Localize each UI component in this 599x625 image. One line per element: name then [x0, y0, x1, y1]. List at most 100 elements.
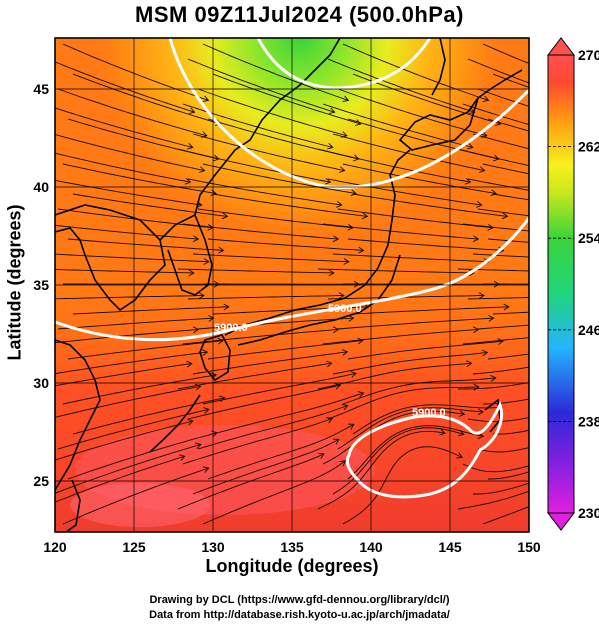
credit-data: Data from http://database.rish.kyoto-u.a… [149, 609, 450, 621]
streamline [72, 397, 225, 435]
streamline [192, 351, 348, 375]
streamline [55, 107, 193, 148]
streamline [55, 295, 205, 300]
x-axis-label: Longitude (degrees) [205, 556, 379, 576]
streamline-arrowhead [358, 246, 365, 254]
coast-honshu-south [237, 254, 401, 346]
streamline [197, 317, 354, 330]
y-tick-label: 30 [33, 375, 49, 391]
streamline-arrowhead [208, 315, 215, 322]
streamline [477, 447, 529, 453]
streamline [317, 268, 474, 274]
streamline [197, 88, 347, 137]
streamline [487, 238, 529, 243]
streamline [192, 253, 349, 263]
streamline-arrowhead [188, 107, 196, 115]
streamline [352, 193, 508, 217]
streamline [202, 43, 349, 101]
streamline [342, 446, 463, 525]
streamline-arrowhead [328, 107, 336, 115]
streamline [202, 460, 346, 525]
streamline [55, 134, 205, 172]
colorbar-tick-label: 230 [578, 505, 599, 521]
streamline-arrowhead [338, 292, 345, 299]
streamline-arrowhead [503, 303, 510, 311]
streamline [322, 223, 479, 240]
streamline [72, 73, 221, 125]
streamline-arrowhead [464, 177, 472, 185]
streamline [472, 366, 529, 375]
streamline [457, 490, 529, 510]
streamline [212, 193, 368, 217]
coast-taiwan [65, 479, 81, 532]
streamline-arrowhead [223, 303, 230, 311]
streamline [458, 382, 529, 390]
streamline-arrowhead [203, 407, 210, 414]
y-axis-ticks: 25 30 35 40 45 [33, 81, 49, 489]
streamline-arrowhead [347, 223, 354, 231]
contour-5900-main [55, 217, 529, 342]
streamline [347, 340, 503, 360]
streamline [487, 118, 529, 132]
streamline-arrowhead [472, 235, 480, 243]
colorbar-tick-label: 246 [578, 322, 599, 338]
streamline [472, 133, 529, 150]
streamline-arrowhead [487, 223, 494, 231]
streamline-arrowhead [184, 177, 192, 185]
x-tick-label: 140 [359, 539, 383, 555]
streamline-arrowhead [490, 189, 497, 197]
x-axis-ticks: 120 125 130 135 140 145 150 [43, 539, 541, 555]
streamline [322, 410, 465, 465]
streamline-arrowhead [326, 417, 334, 424]
streamline-arrowhead [347, 423, 355, 430]
streamline [67, 238, 224, 251]
streamline-arrowhead [357, 391, 365, 398]
streamline [482, 43, 529, 64]
colorbar-tick-label: 238 [578, 413, 599, 429]
streamline [487, 353, 529, 360]
streamline [182, 328, 339, 345]
contour-label: 5900.0 [412, 407, 446, 419]
streamline-arrowhead [187, 418, 194, 426]
streamline [207, 238, 364, 251]
streamline [467, 297, 529, 300]
streamline [192, 133, 345, 172]
coastlines [55, 38, 523, 532]
streamline-arrowhead [472, 326, 480, 334]
streamline-arrowhead [482, 95, 490, 103]
streamline [462, 337, 529, 345]
streamline-arrowhead [217, 337, 224, 345]
x-tick-label: 145 [438, 539, 462, 555]
streamline [67, 432, 218, 480]
coast-china-south [55, 339, 101, 491]
streamline-arrowhead [481, 349, 489, 357]
streamline [55, 385, 201, 418]
credit-dcl: Drawing by DCL (https://www.gfd-dennou.o… [149, 594, 450, 606]
map-frame [54, 37, 530, 533]
coast-honshu [224, 149, 411, 336]
contour-5900-high [345, 401, 504, 499]
streamline [487, 471, 529, 480]
coast-ryukyu [149, 394, 201, 453]
streamline [332, 352, 488, 375]
streamline-arrowhead [494, 119, 502, 126]
streamline [347, 425, 484, 480]
streamline-arrowhead [338, 166, 346, 173]
streamline-arrowhead [458, 429, 465, 437]
streamline-arrowhead [332, 326, 340, 334]
streamline [342, 43, 489, 101]
streamline-arrowhead [192, 235, 200, 243]
streamline-arrowhead [336, 200, 343, 208]
streamline [197, 208, 353, 229]
streamline-arrowhead [458, 410, 466, 417]
streamline-arrowhead [478, 166, 486, 173]
streamline-arrowhead [203, 258, 210, 265]
streamline [62, 467, 209, 525]
colorbar-bottom-triangle [546, 512, 576, 531]
streamline-arrowhead [192, 326, 200, 334]
streamline [332, 133, 485, 172]
streamline [472, 253, 529, 258]
streamline [55, 152, 191, 183]
streamline-arrowhead [202, 95, 210, 103]
streamline [492, 73, 529, 88]
